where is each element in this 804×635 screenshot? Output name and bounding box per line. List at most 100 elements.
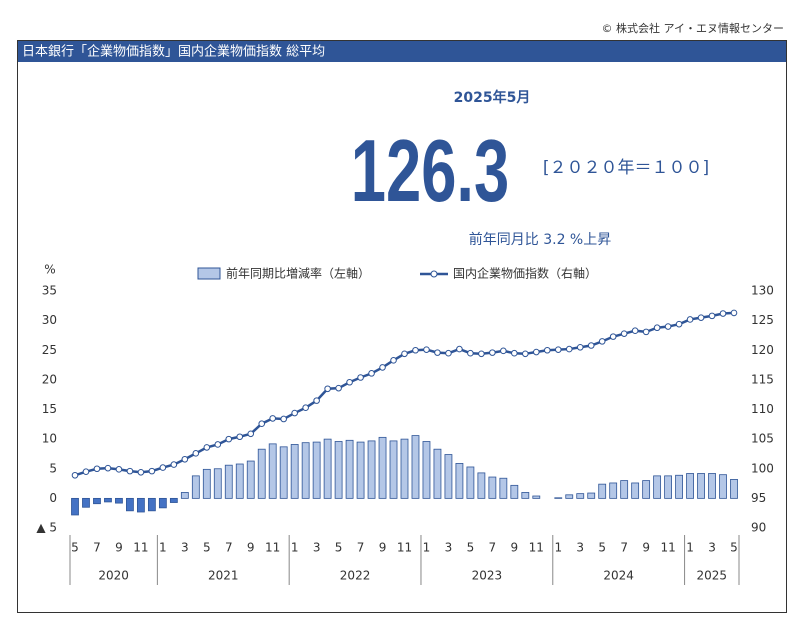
index-marker [390,357,397,364]
index-marker [181,455,189,463]
bar [730,479,738,499]
index-marker [280,415,287,423]
y-unit: % [44,263,55,277]
legend-label: 前年同期比増減率（左軸） [226,266,370,281]
bar [246,460,255,499]
x-tick-label: 5 [598,541,606,555]
y2-tick-label: 130 [751,284,774,298]
index-marker [357,374,364,381]
x-tick-label: 3 [576,541,584,555]
bar [400,438,409,499]
x-tick-label: 3 [181,541,189,555]
x-tick-label: 11 [529,541,544,555]
year-label: 2023 [472,569,503,583]
x-tick-label: 3 [445,541,453,555]
bar [224,464,233,499]
index-marker [412,346,419,354]
bar [609,482,618,499]
bar [598,483,607,499]
x-tick-label: 3 [313,541,321,555]
x-tick-label: 9 [511,541,519,555]
x-tick-label: 1 [159,541,167,555]
index-marker [434,349,441,356]
x-tick-label: 11 [265,541,280,555]
y-tick-label: ▲ 5 [36,521,57,535]
x-tick-label: 11 [133,541,148,555]
bar [708,473,716,499]
index-marker [686,316,694,323]
x-tick-label: 5 [467,541,475,555]
y2-tick-label: 105 [751,432,774,446]
x-tick-label: 1 [291,541,299,555]
copyright: © 株式会社 アイ・エヌ情報センター [602,21,784,35]
index-marker [203,444,211,451]
index-marker [335,384,342,392]
bar [367,440,376,499]
index-marker [258,420,266,428]
index-marker [82,468,90,476]
y2-tick-label: 120 [751,343,774,357]
x-tick-label: 11 [660,541,675,555]
bar [378,436,387,499]
index-marker [697,314,705,321]
index-marker [423,346,430,353]
bar [565,494,574,499]
bar [147,497,156,512]
bar [334,441,343,499]
bar [180,492,189,499]
bar [576,493,585,499]
bar [93,497,101,505]
year-label: 2021 [208,569,239,583]
y-tick-label: 30 [42,313,57,327]
change: 前年同月比 3.2 %上昇 [469,231,611,248]
index-marker [214,441,222,448]
index-marker [730,309,738,317]
y2-tick-label: 95 [751,491,766,505]
bar [71,497,79,516]
bar [631,482,640,499]
y2-tick-label: 90 [751,521,766,535]
bar [499,477,508,499]
period: 2025年5月 [454,89,531,106]
bar [664,475,672,499]
bar [686,473,694,499]
x-tick-label: 11 [397,541,412,555]
frame [17,40,787,613]
index-marker [489,349,496,356]
x-tick-label: 3 [708,541,716,555]
bar [532,495,541,499]
y-tick-label: 25 [42,343,57,357]
year-label: 2020 [98,569,129,583]
y-tick-label: 35 [42,284,57,298]
y-tick-label: 15 [42,402,57,416]
index-marker [115,466,123,473]
index-marker [675,320,683,328]
index-marker [456,345,463,353]
index-marker [533,348,540,356]
bar [82,497,90,508]
index-marker [576,343,584,351]
index-marker [708,312,716,320]
index-marker [324,385,331,393]
index-marker [500,347,507,355]
bar [345,439,354,499]
legend-swatch [197,267,221,280]
index-marker [478,350,485,358]
bar [620,480,629,499]
x-tick-label: 7 [489,541,497,555]
year-label: 2022 [340,569,371,583]
bar [466,466,475,499]
index-marker [379,364,386,371]
y-tick-label: 10 [42,432,57,446]
index-marker [104,464,112,472]
index-marker [346,378,353,386]
bar [257,448,266,499]
x-tick-label: 5 [203,541,211,555]
index-marker [192,450,200,457]
x-tick-label: 9 [115,541,123,555]
x-tick-label: 5 [730,541,738,555]
index-marker [543,346,551,354]
index-marker [554,346,562,353]
index-marker [467,349,474,357]
